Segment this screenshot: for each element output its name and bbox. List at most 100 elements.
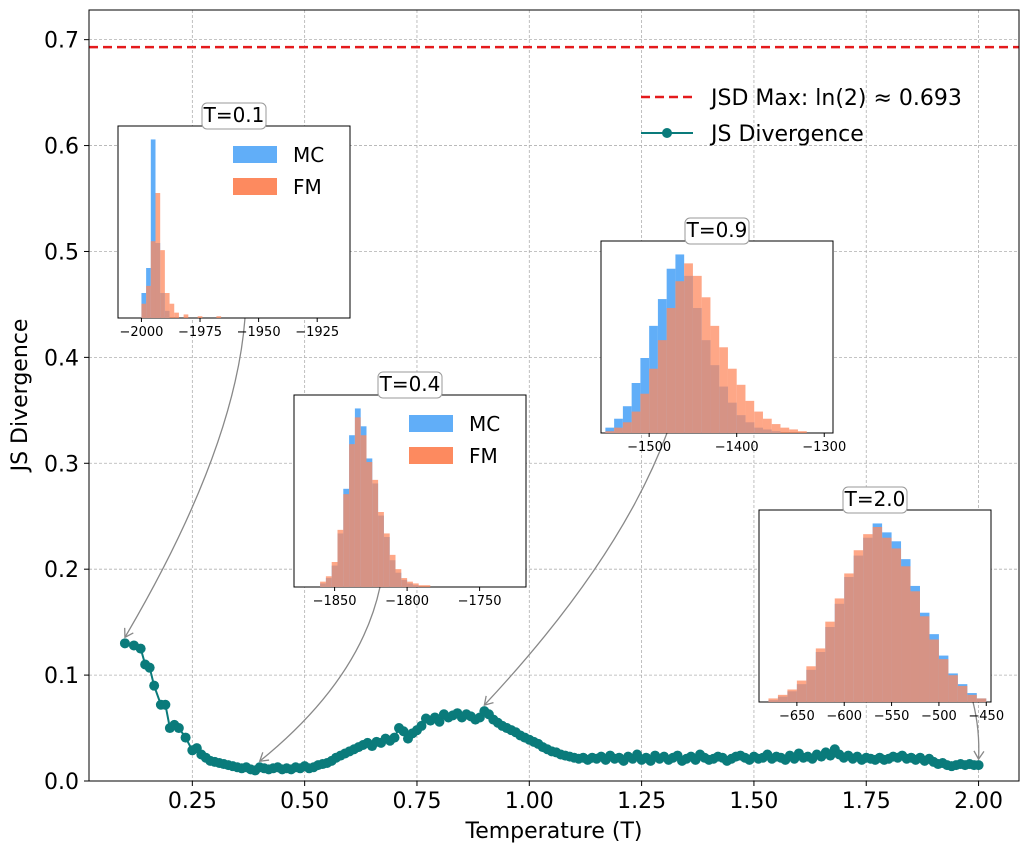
fm-bar-18 <box>424 585 431 587</box>
fm-bar-13 <box>719 347 728 433</box>
inset-legend-label-0: MC <box>293 143 324 167</box>
fm-bar-19 <box>948 675 958 702</box>
fm-bar-20 <box>780 427 790 433</box>
x-tick-label-5: 1.50 <box>729 789 778 814</box>
fm-bar-15 <box>407 581 413 587</box>
y-axis-ticks: 0.0 0.1 0.2 0.3 0.4 0.5 0.6 0.7 <box>44 29 89 795</box>
inset-x-tick-label-1: −1400 <box>715 440 759 455</box>
inset-x-tick-label-1: −1800 <box>385 594 429 609</box>
fm-bar-2 <box>150 241 156 318</box>
fm-bar-14 <box>401 578 408 587</box>
y-axis-label: JS Divergence <box>8 319 33 474</box>
data-point-2 <box>135 643 146 654</box>
fm-bar-3 <box>796 680 807 702</box>
fm-bar-1 <box>777 694 788 702</box>
legend: JSD Max: ln(2) ≈ 0.693 JS Divergence <box>641 86 962 147</box>
data-point-11 <box>180 732 191 743</box>
x-tick-label-6: 1.75 <box>842 789 891 814</box>
data-point-5 <box>149 680 160 691</box>
fm-bar-21 <box>967 694 977 702</box>
fm-bar-14 <box>727 368 737 433</box>
fm-bar-17 <box>929 639 939 702</box>
inset-3: −650 −600 −550 −500 −450 T=2.0 <box>758 486 1004 724</box>
x-tick-label-2: 0.75 <box>392 789 441 814</box>
inset-x-tick-label-1: −1975 <box>178 325 222 340</box>
data-point-187 <box>973 760 984 771</box>
inset-title-box <box>377 371 443 399</box>
inset-legend-label-1: FM <box>293 175 322 199</box>
fm-bar-16 <box>745 400 755 433</box>
fm-bar-10 <box>378 512 384 587</box>
fm-bar-2 <box>787 689 797 702</box>
fm-bar-16 <box>919 616 930 702</box>
fm-bar-0 <box>605 431 615 433</box>
annotation-arrows <box>124 317 985 763</box>
series-layer <box>119 638 984 776</box>
inset-x-tick-label-0: −650 <box>779 709 815 724</box>
fm-bar-14 <box>901 566 911 702</box>
mc-bar-2 <box>622 406 632 433</box>
annotation-arrow-2 <box>483 432 668 706</box>
fm-bar-15 <box>736 384 746 433</box>
inset-legend-swatch-0 <box>409 415 453 432</box>
y-tick-label-5: 0.5 <box>44 240 79 265</box>
y-tick-label-6: 0.6 <box>44 135 79 160</box>
legend-reference-label: JSD Max: ln(2) ≈ 0.693 <box>709 86 962 111</box>
inset-title: T=0.9 <box>686 218 748 242</box>
inset-2: −1500 −1400 −1300 T=0.9 <box>600 217 846 455</box>
fm-bar-10 <box>863 534 873 702</box>
fm-bar-19 <box>771 424 781 433</box>
fm-bar-6 <box>354 417 361 587</box>
fm-bar-15 <box>910 591 920 702</box>
data-point-7 <box>160 699 171 710</box>
fm-bar-17 <box>418 585 425 587</box>
y-tick-label-1: 0.1 <box>44 664 79 689</box>
fm-bar-10 <box>692 275 702 433</box>
fm-bar-8 <box>844 573 854 702</box>
fm-bar-9 <box>372 479 379 587</box>
fm-bar-11 <box>383 533 390 587</box>
inset-legend-swatch-0 <box>233 146 277 163</box>
fm-bar-2 <box>622 422 632 433</box>
fm-bar-13 <box>891 548 902 702</box>
fm-bar-12 <box>882 537 892 702</box>
fm-bar-10 <box>216 316 222 318</box>
inset-title-box <box>684 217 750 245</box>
y-tick-label-0: 0.0 <box>44 770 79 795</box>
fm-bar-3 <box>337 529 344 587</box>
mc-bar-1 <box>614 418 623 433</box>
fm-bar-20 <box>957 685 968 702</box>
inset-x-tick-label-3: −1925 <box>295 325 339 340</box>
fm-bar-8 <box>183 314 189 318</box>
fm-bar-12 <box>389 554 396 587</box>
data-point-67 <box>434 716 445 727</box>
fm-bar-1 <box>325 576 332 587</box>
fm-bar-0 <box>768 698 778 702</box>
fm-bar-4 <box>343 494 350 587</box>
fm-bar-13 <box>395 569 402 587</box>
annotation-arrow-0 <box>124 317 246 639</box>
fm-bar-21 <box>789 429 798 433</box>
inset-x-tick-label-3: −500 <box>921 709 957 724</box>
data-point-0 <box>119 638 130 649</box>
x-tick-label-3: 1.00 <box>505 789 554 814</box>
fm-bar-0 <box>320 581 326 587</box>
fm-bar-5 <box>164 293 170 318</box>
inset-1: −1850 −1800 −1750 T=0.4 MC FM <box>293 371 527 609</box>
data-point-63 <box>416 720 427 731</box>
inset-0: −2000 −1975 −1950 −1925 T=0.1 MC FM <box>117 102 351 340</box>
x-tick-label-4: 1.25 <box>617 789 666 814</box>
fm-bar-3 <box>631 411 641 433</box>
fm-bar-7 <box>360 435 367 587</box>
mc-bar-2 <box>150 139 156 318</box>
plot-frame <box>88 9 1020 782</box>
fm-bar-8 <box>366 462 373 587</box>
inset-x-tick-label-0: −1500 <box>627 440 671 455</box>
data-point-57 <box>389 732 400 743</box>
fm-bar-6 <box>657 340 667 433</box>
legend-series-label: JS Divergence <box>709 122 864 147</box>
fm-bar-0 <box>141 303 147 318</box>
inset-x-tick-label-1: −600 <box>826 709 862 724</box>
inset-x-tick-label-0: −2000 <box>119 325 163 340</box>
